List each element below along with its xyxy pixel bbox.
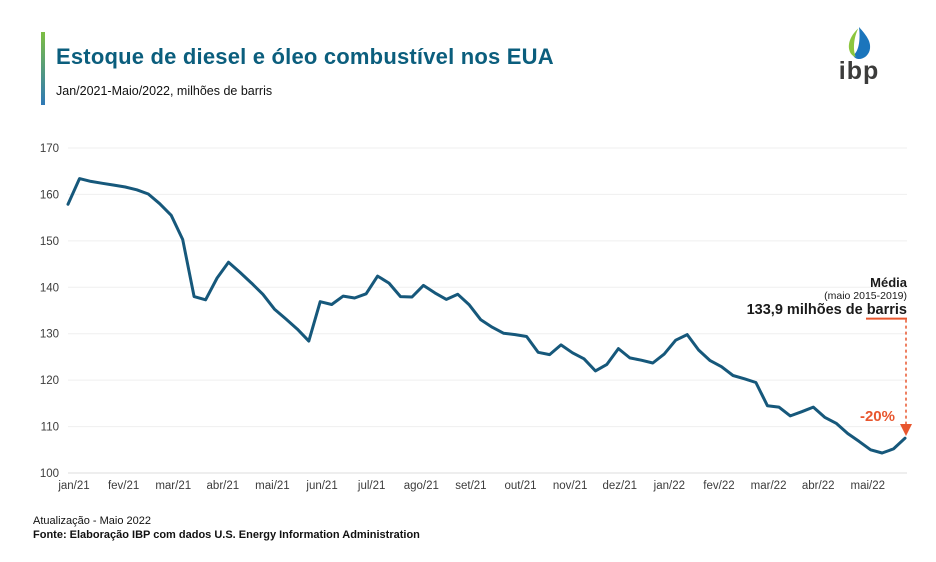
media-value-label: 133,9 milhões de barris <box>747 302 907 318</box>
y-tick-label: 150 <box>40 236 59 248</box>
media-annotation: Média(maio 2015-2019)133,9 milhões de ba… <box>747 275 912 436</box>
y-tick-label: 100 <box>40 468 59 480</box>
y-tick-label: 120 <box>40 375 59 387</box>
x-tick-label: nov/21 <box>553 480 588 492</box>
ibp-logo-text: ibp <box>838 57 880 85</box>
x-tick-label: dez/21 <box>602 480 637 492</box>
x-tick-label: jan/22 <box>653 480 685 492</box>
y-tick-label: 140 <box>40 282 59 294</box>
gridlines <box>68 147 907 474</box>
x-tick-label: abr/21 <box>207 480 240 492</box>
drop-percent-label: -20% <box>860 408 895 425</box>
x-tick-label: abr/22 <box>802 480 835 492</box>
media-sublabel: (maio 2015-2019) <box>824 290 907 302</box>
x-axis-labels: jan/21 fev/21 mar/21 abr/21 mai/21 jun/21 jul/… <box>57 480 885 492</box>
y-tick-label: 170 <box>40 143 59 155</box>
x-tick-label: mai/21 <box>255 480 290 492</box>
ibp-drop-icon <box>848 27 871 59</box>
x-tick-label: mai/22 <box>851 480 886 492</box>
x-tick-label: mar/21 <box>155 480 191 492</box>
footer: Atualização - Maio 2022 Fonte: Elaboraçã… <box>33 514 420 542</box>
y-tick-label: 160 <box>40 189 59 201</box>
data-line <box>66 177 907 455</box>
y-tick-label: 130 <box>40 329 59 341</box>
x-tick-label: fev/21 <box>108 480 139 492</box>
x-tick-label: mar/22 <box>751 480 787 492</box>
x-tick-label: jun/21 <box>305 480 337 492</box>
drop-arrow-head-icon <box>900 424 912 436</box>
page-title: Estoque de diesel e óleo combustível nos… <box>56 44 554 69</box>
ibp-logo: ibp <box>824 24 894 88</box>
x-tick-label: jul/21 <box>357 480 386 492</box>
footer-source: Fonte: Elaboração IBP com dados U.S. Ene… <box>33 529 420 541</box>
x-tick-label: out/21 <box>505 480 537 492</box>
accent-bar <box>41 32 45 105</box>
y-tick-label: 110 <box>41 422 59 434</box>
x-tick-label: jan/21 <box>57 480 89 492</box>
x-tick-label: set/21 <box>455 480 486 492</box>
x-tick-label: fev/22 <box>703 480 734 492</box>
x-tick-label: ago/21 <box>404 480 439 492</box>
footer-update: Atualização - Maio 2022 <box>33 515 152 527</box>
page-subtitle: Jan/2021-Maio/2022, milhões de barris <box>56 84 273 98</box>
media-label: Média <box>870 275 908 290</box>
y-axis-labels: 100 110 120 130 140 150 160 170 <box>40 143 59 480</box>
